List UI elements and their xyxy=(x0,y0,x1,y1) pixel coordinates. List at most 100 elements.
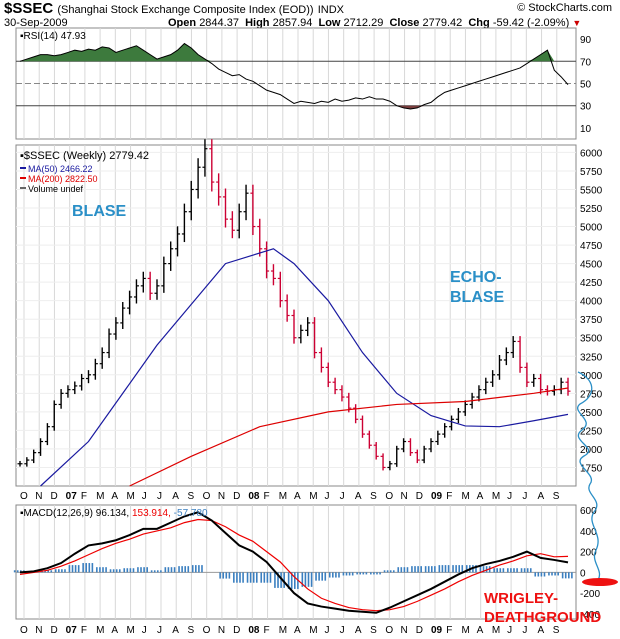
month-tick-label: J xyxy=(324,625,329,636)
price-bar xyxy=(264,241,270,279)
macd-histogram-bar xyxy=(348,572,351,576)
macd-histogram-bar xyxy=(274,572,276,588)
macd-histogram-bar xyxy=(400,567,403,573)
price-bar xyxy=(421,445,427,464)
price-tick-label: 1750 xyxy=(580,463,603,474)
price-bar xyxy=(497,354,502,380)
macd-histogram-bar xyxy=(516,568,518,573)
macd-histogram-bar xyxy=(417,566,419,573)
echo-blase-annotation-line2: BLASE xyxy=(450,289,505,306)
price-bar xyxy=(435,430,441,445)
price-tick-label: 4250 xyxy=(580,278,603,289)
wrigley-annotation-line1: WRIGLEY- xyxy=(484,590,558,607)
price-tick-label: 2000 xyxy=(580,445,603,456)
price-bar xyxy=(202,139,208,177)
macd-histogram-bar xyxy=(493,568,495,573)
macd-histogram-bar xyxy=(362,572,365,575)
macd-histogram-bar xyxy=(115,569,118,573)
macd-histogram-bar xyxy=(365,572,368,575)
price-tick-label: 5250 xyxy=(580,204,603,215)
month-tick-label: M xyxy=(461,491,469,502)
macd-histogram-bar xyxy=(123,568,126,573)
macd-histogram-bar xyxy=(557,572,559,576)
price-bar xyxy=(31,449,37,464)
open-label: Open xyxy=(168,17,197,29)
macd-histogram-bar xyxy=(252,572,255,583)
price-bar xyxy=(565,377,571,396)
macd-line xyxy=(19,511,569,614)
price-bar xyxy=(332,377,338,395)
macd-histogram-bar xyxy=(68,565,71,573)
month-tick-label: M xyxy=(492,491,500,502)
chg-down-icon: ▼ xyxy=(572,18,582,28)
price-bar xyxy=(38,438,44,456)
price-tick-label: 4750 xyxy=(580,241,603,252)
price-tick-label: 3500 xyxy=(580,334,603,345)
macd-histogram-bar xyxy=(534,572,537,577)
month-tick-label: 09 xyxy=(431,625,443,636)
price-bar xyxy=(305,317,311,337)
high-value: 2857.94 xyxy=(272,17,313,29)
macd-histogram-bar xyxy=(379,572,381,575)
month-tick-label: J xyxy=(142,491,147,502)
price-bar xyxy=(442,423,448,438)
price-bar xyxy=(428,438,434,453)
price-bar xyxy=(339,385,345,402)
price-bar xyxy=(216,173,222,206)
macd-histogram-bar xyxy=(96,567,98,573)
month-tick-label: F xyxy=(81,491,87,502)
price-bar xyxy=(284,294,290,322)
blase-annotation: BLASE xyxy=(72,203,127,220)
month-tick-label: O xyxy=(385,625,393,636)
price-bar xyxy=(503,347,509,366)
macd-histogram-bar xyxy=(198,565,200,573)
month-tick-label: S xyxy=(553,625,560,636)
month-tick-label: J xyxy=(157,491,162,502)
echo-blase-annotation-line1: ECHO- xyxy=(450,269,502,286)
price-bar xyxy=(181,203,187,243)
rsi-tick-label: 70 xyxy=(580,57,592,68)
month-tick-label: J xyxy=(507,625,512,636)
macd-histogram-bar xyxy=(266,572,269,583)
price-tick-label: 4500 xyxy=(580,260,603,271)
price-bar xyxy=(531,373,537,387)
macd-histogram-bar xyxy=(85,563,88,573)
price-bar xyxy=(209,139,215,192)
macd-panel: 600 400 200 0 -200 -400 ▪MACD(12,26,9) 96.134,… xyxy=(13,504,600,636)
price-bar xyxy=(92,358,98,380)
macd-tick-label: -400 xyxy=(580,610,600,621)
month-tick-label: M xyxy=(96,625,104,636)
high-label: High xyxy=(245,17,270,29)
price-bar xyxy=(195,158,201,199)
price-tick-label: 2500 xyxy=(580,408,603,419)
month-tick-label: A xyxy=(294,491,301,502)
macd-histogram-bar xyxy=(44,570,46,573)
month-tick-label: O xyxy=(20,491,28,502)
rsi-tick-label: 50 xyxy=(580,80,592,91)
price-bar xyxy=(113,317,119,340)
price-tick-label: 2250 xyxy=(580,426,603,437)
month-tick-label: A xyxy=(111,491,118,502)
macd-histogram-bar xyxy=(167,567,170,573)
macd-histogram-bar xyxy=(47,570,49,573)
macd-signal-line xyxy=(19,518,569,612)
price-bar xyxy=(154,279,160,300)
macd-histogram-bar xyxy=(222,572,225,579)
month-tick-label: N xyxy=(218,491,225,502)
price-bar xyxy=(229,211,235,239)
macd-histogram-bar xyxy=(376,572,378,575)
month-tick-label: M xyxy=(96,491,104,502)
ticker-symbol: $SSEC xyxy=(4,0,54,17)
macd-histogram-bar xyxy=(255,572,258,583)
month-tick-label: 08 xyxy=(248,491,260,502)
macd-histogram-bar xyxy=(465,565,468,573)
macd-histogram-bar xyxy=(438,565,441,573)
month-tick-label: D xyxy=(233,491,240,502)
month-tick-label: A xyxy=(172,625,179,636)
macd-histogram-bar xyxy=(195,565,197,573)
month-tick-label: M xyxy=(309,491,317,502)
price-bar xyxy=(360,415,365,438)
price-bar xyxy=(455,407,461,424)
low-label: Low xyxy=(318,17,341,29)
